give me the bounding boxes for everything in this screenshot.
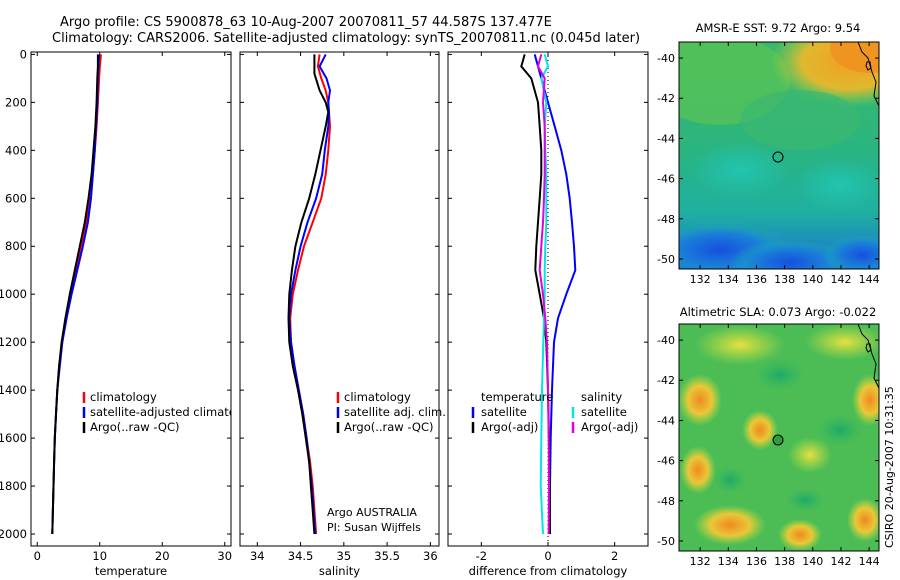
map-x-tick-label: 144 xyxy=(859,555,880,568)
map-y-tick-label: -46 xyxy=(657,173,675,186)
y-tick-label: 1400 xyxy=(0,383,27,397)
difference-legend-label: satellite xyxy=(581,405,627,419)
map-y-tick-label: -46 xyxy=(657,455,675,468)
x-tick-label: 35.5 xyxy=(374,549,400,563)
x-tick-label: 36 xyxy=(423,549,438,563)
difference-legend-label: Argo(-adj) xyxy=(581,420,638,434)
x-tick-label: 35 xyxy=(337,549,352,563)
difference-legend-label: Argo(-adj) xyxy=(481,420,538,434)
difference-legend-header: salinity xyxy=(581,390,622,404)
sla-map-panel: Altimetric SLA: 0.073 Argo: -0.022 132 13… xyxy=(657,305,880,568)
map-x-tick-label: 140 xyxy=(802,555,823,568)
map-y-tick-label: -50 xyxy=(657,535,675,548)
sst-map-panel: AMSR-E SST: 9.72 Argo: 9.54 132 134 136 138… xyxy=(657,21,880,286)
map-y-tick-label: -48 xyxy=(657,213,675,226)
salinity-legend-label: climatology xyxy=(344,390,411,404)
sst-argo-marker xyxy=(772,151,784,163)
map-x-tick-label: 132 xyxy=(690,273,711,286)
map-y-tick-label: -40 xyxy=(657,334,675,347)
map-x-tick-label: 142 xyxy=(830,555,851,568)
figure-title-line2: Climatology: CARS2006. Satellite-adjuste… xyxy=(52,31,640,46)
map-x-tick-label: 132 xyxy=(690,555,711,568)
sst-map-axes: 132 134 136 138 140 142 144 -40 -42 -44 -46 -48 -50 xyxy=(657,42,880,286)
map-x-tick-label: 142 xyxy=(830,273,851,286)
series-line xyxy=(287,54,330,535)
x-tick-label: 34.5 xyxy=(288,549,314,563)
x-tick-label: 30 xyxy=(217,549,232,563)
y-tick-label: 1000 xyxy=(0,287,27,301)
sla-island xyxy=(865,343,872,353)
x-tick-label: 2 xyxy=(611,549,618,563)
series-line xyxy=(539,54,550,535)
sst-coastline xyxy=(857,41,880,107)
figure-title-line1: Argo profile: CS 5900878_63 10-Aug-2007 … xyxy=(60,15,552,30)
x-tick-label: 0 xyxy=(544,549,551,563)
temperature-legend-label: climatology xyxy=(90,390,157,404)
csiro-timestamp: CSIRO 20-Aug-2007 10:31:35 xyxy=(883,386,896,548)
salinity-legend-label: satellite adj. clim. xyxy=(344,405,446,419)
sla-map-axes: 132 134 136 138 140 142 144 -40 -42 -44 -46 -48 -50 xyxy=(657,324,880,568)
x-tick-label: 0 xyxy=(34,549,41,563)
map-x-tick-label: 138 xyxy=(774,273,795,286)
map-x-tick-label: 134 xyxy=(718,273,739,286)
difference-legend-label: satellite xyxy=(481,405,527,419)
y-tick-label: 200 xyxy=(5,95,27,109)
y-tick-label: 1800 xyxy=(0,479,27,493)
sst-heatmap xyxy=(679,42,879,269)
sst-map-title: AMSR-E SST: 9.72 Argo: 9.54 xyxy=(696,21,861,35)
map-y-tick-label: -44 xyxy=(657,414,675,427)
map-y-tick-label: -48 xyxy=(657,495,675,508)
series-line xyxy=(51,54,99,535)
y-tick-label: 600 xyxy=(5,191,27,205)
argo-pi-label: PI: Susan Wijffels xyxy=(327,521,421,534)
salinity-legend-label: Argo(..raw -QC) xyxy=(344,420,434,434)
map-y-tick-label: -50 xyxy=(657,253,675,266)
y-tick-label: 1200 xyxy=(0,335,27,349)
y-tick-label: 800 xyxy=(5,239,27,253)
map-x-tick-label: 140 xyxy=(802,273,823,286)
x-axis-label: difference from climatology xyxy=(469,564,628,578)
difference-legend-header: temperature xyxy=(481,390,553,404)
x-tick-label: 34 xyxy=(250,549,265,563)
sst-island xyxy=(865,61,872,71)
x-tick-label: 20 xyxy=(155,549,170,563)
sla-heatmap xyxy=(679,324,879,551)
sla-argo-marker xyxy=(772,434,784,446)
x-tick-label: -2 xyxy=(476,549,487,563)
map-y-tick-label: -42 xyxy=(657,374,675,387)
plot-frame xyxy=(30,51,232,547)
y-tick-label: 0 xyxy=(20,47,27,61)
y-tick-label: 400 xyxy=(5,143,27,157)
salinity-profile-panel: 34 34.5 35 35.5 36 salinity climatologysatelli… xyxy=(239,51,446,578)
map-x-tick-label: 136 xyxy=(746,273,767,286)
series-line xyxy=(536,54,551,535)
map-x-tick-label: 134 xyxy=(718,555,739,568)
plot-frame xyxy=(239,51,440,547)
sla-coastline xyxy=(857,323,880,389)
x-axis-label: salinity xyxy=(319,564,360,578)
series-line xyxy=(533,54,577,535)
x-axis-label: temperature xyxy=(95,564,167,578)
map-x-tick-label: 144 xyxy=(859,273,880,286)
map-x-tick-label: 138 xyxy=(774,555,795,568)
map-y-tick-label: -40 xyxy=(657,52,675,65)
map-y-tick-label: -42 xyxy=(657,92,675,105)
y-tick-label: 2000 xyxy=(0,527,27,541)
map-x-tick-label: 136 xyxy=(746,555,767,568)
temperature-profile-panel: 0 10 20 30 temperature 0 200 400 600 800 1000 1200 1… xyxy=(0,47,260,578)
map-y-tick-label: -44 xyxy=(657,132,675,145)
temperature-legend-label: satellite-adjusted climatology xyxy=(90,405,260,419)
y-tick-label: 1600 xyxy=(0,431,27,445)
argo-program-label: Argo AUSTRALIA xyxy=(327,506,417,519)
sla-map-title: Altimetric SLA: 0.073 Argo: -0.022 xyxy=(680,305,877,319)
series-line xyxy=(51,54,102,535)
temperature-legend-label: Argo(..raw -QC) xyxy=(90,420,180,434)
x-tick-label: 10 xyxy=(92,549,107,563)
series-line xyxy=(51,54,101,535)
